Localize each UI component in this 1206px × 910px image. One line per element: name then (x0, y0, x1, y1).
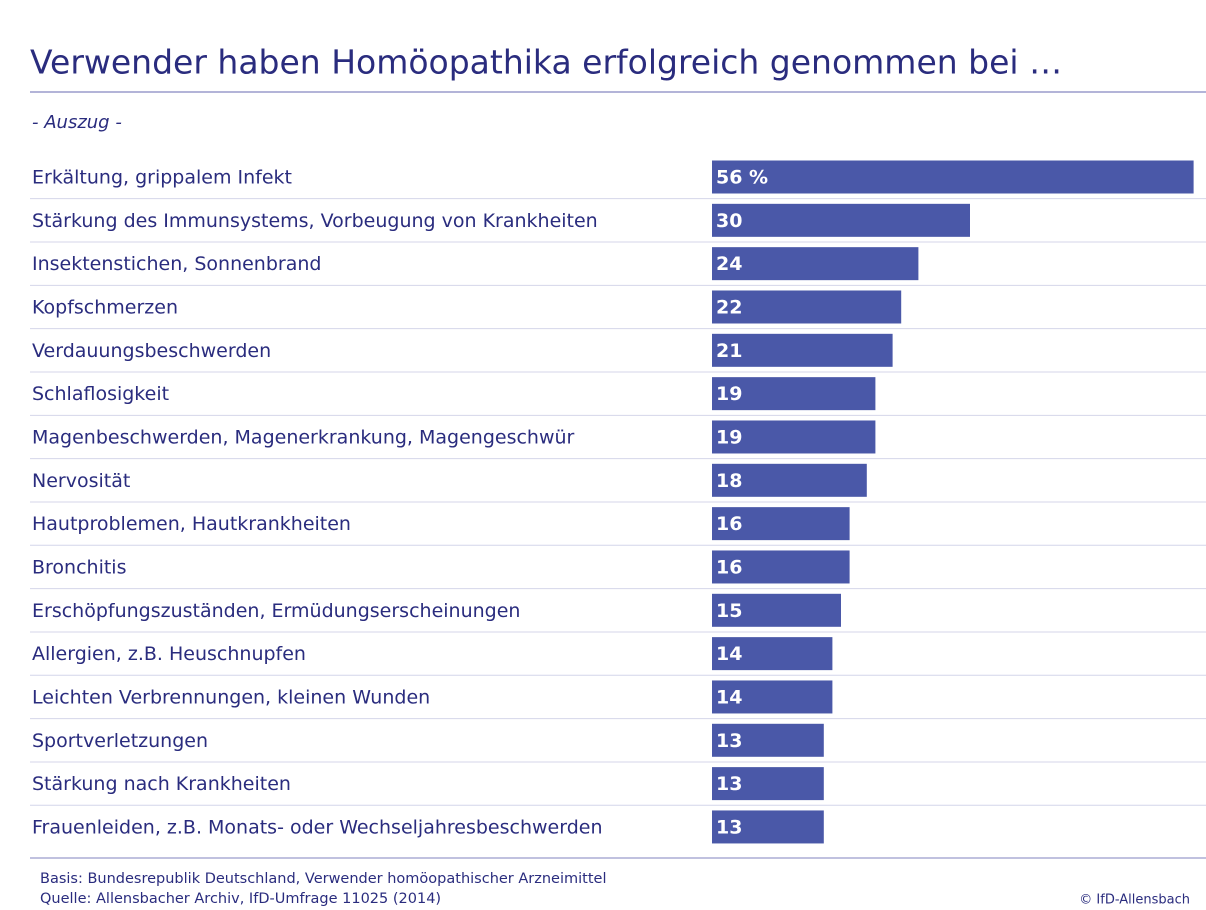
basis-note: Basis: Bundesrepublik Deutschland, Verwe… (40, 871, 606, 887)
bar (712, 377, 876, 411)
bar (712, 463, 867, 497)
value-label: 13 (716, 773, 742, 795)
bar (712, 723, 824, 757)
category-label: Verdauungsbeschwerden (32, 340, 271, 362)
category-label: Sportverletzungen (32, 730, 208, 752)
credit: © IfD-Allensbach (1079, 893, 1190, 908)
category-label: Magenbeschwerden, Magenerkrankung, Magen… (32, 426, 575, 448)
subtitle: - Auszug - (32, 112, 122, 133)
value-label: 21 (716, 340, 742, 362)
value-label: 30 (716, 210, 742, 232)
category-label: Stärkung des Immunsystems, Vorbeugung vo… (32, 210, 598, 232)
category-label: Nervosität (32, 470, 130, 492)
category-label: Kopfschmerzen (32, 296, 178, 318)
chart-title: Verwender haben Homöopathika erfolgreich… (30, 43, 1062, 82)
bar (712, 420, 876, 454)
value-label: 13 (716, 730, 742, 752)
category-label: Erschöpfungszuständen, Ermüdungserschein… (32, 600, 520, 622)
category-label: Frauenleiden, z.B. Monats- oder Wechselj… (32, 816, 603, 838)
value-label: 19 (716, 426, 742, 448)
bar (712, 333, 893, 367)
category-label: Insektenstichen, Sonnenbrand (32, 253, 321, 275)
category-label: Bronchitis (32, 556, 127, 578)
value-label: 15 (716, 600, 742, 622)
category-label: Schlaflosigkeit (32, 383, 169, 405)
bar (712, 637, 833, 671)
category-label: Stärkung nach Krankheiten (32, 773, 291, 795)
value-label: 24 (716, 253, 742, 275)
bar (712, 290, 902, 324)
value-label: 14 (716, 686, 742, 708)
category-label: Allergien, z.B. Heuschnupfen (32, 643, 306, 665)
bar (712, 507, 850, 541)
bar (712, 160, 1194, 194)
bar (712, 593, 841, 627)
source-note: Quelle: Allensbacher Archiv, IfD-Umfrage… (40, 891, 441, 907)
value-label: 18 (716, 470, 742, 492)
bar (712, 203, 970, 237)
value-label: 22 (716, 296, 742, 318)
bar (712, 680, 833, 714)
category-label: Leichten Verbrennungen, kleinen Wunden (32, 686, 430, 708)
bar (712, 810, 824, 844)
bar (712, 550, 850, 584)
bar (712, 247, 919, 281)
category-label: Hautproblemen, Hautkrankheiten (32, 513, 351, 535)
value-label: 56 % (716, 167, 768, 189)
value-label: 16 (716, 513, 742, 535)
value-label: 13 (716, 816, 742, 838)
bar (712, 767, 824, 801)
category-label: Erkältung, grippalem Infekt (32, 167, 292, 189)
value-label: 14 (716, 643, 742, 665)
value-label: 16 (716, 556, 742, 578)
value-label: 19 (716, 383, 742, 405)
